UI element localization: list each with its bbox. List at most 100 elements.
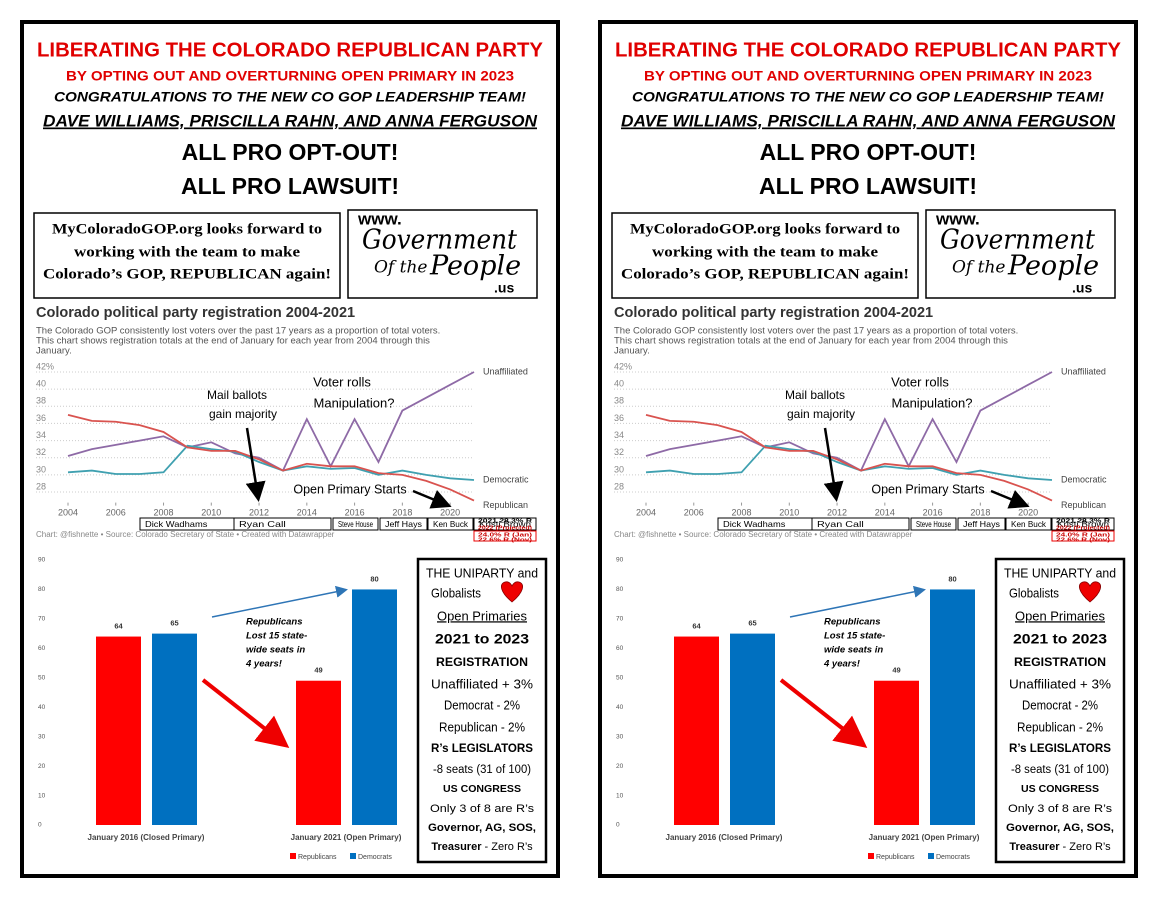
annotation: Voter rolls <box>891 374 949 389</box>
source: Chart: @fishnette • Source: Colorado Sec… <box>36 530 335 539</box>
arrow <box>779 678 868 748</box>
annotation: Open Primary Starts <box>293 482 406 496</box>
note: 22.6% R (Nov) <box>478 537 532 543</box>
sidebar-line: R’s LEGISLATORS <box>431 741 533 755</box>
title: LIBERATING THE COLORADO REPUBLICAN PARTY <box>615 39 1122 61</box>
note: 24.0% R (Jan) <box>1056 532 1110 538</box>
chair-label: Ryan Call <box>817 519 864 529</box>
y-tick-label: 90 <box>616 557 624 564</box>
logo-script: People <box>1007 251 1099 282</box>
bar <box>296 680 341 825</box>
arrow <box>789 585 926 618</box>
annotation: wide seats in <box>246 645 305 656</box>
logo-www: www. <box>357 209 402 228</box>
x-tick-label: 2012 <box>827 507 847 517</box>
legend-swatch <box>350 853 356 859</box>
chair-box <box>379 517 428 531</box>
y-tick-label: 32 <box>36 447 46 457</box>
chair-box <box>332 517 379 531</box>
series-label: Democratic <box>1061 474 1107 484</box>
bar <box>96 636 141 825</box>
value-label: 64 <box>114 622 123 631</box>
panel: LIBERATING THE COLORADO REPUBLICAN PARTY… <box>20 20 560 878</box>
chart-title: Colorado political party registration 20… <box>36 305 355 321</box>
y-tick-label: 50 <box>616 674 624 681</box>
sidebar-line: US CONGRESS <box>443 783 521 795</box>
x-tick-label: 2008 <box>732 507 752 517</box>
chart-subtitle: This chart shows registration totals at … <box>36 336 430 347</box>
slogan: ALL PRO OPT-OUT! <box>182 139 399 165</box>
value-label: 64 <box>692 622 701 631</box>
x-tick-label: 2020 <box>1018 507 1038 517</box>
sidebar-line: Republican - 2% <box>439 720 525 734</box>
chart-subtitle: This chart shows registration totals at … <box>614 336 1008 347</box>
x-tick-label: 2018 <box>970 507 990 517</box>
chair-label: Dick Wadhams <box>145 519 207 529</box>
annotation: 4 years! <box>245 659 282 670</box>
slogan: ALL PRO LAWSUIT! <box>759 173 977 199</box>
logo-tld: .us <box>494 280 514 296</box>
y-tick-label: 30 <box>36 464 46 474</box>
bar <box>674 636 719 825</box>
promo-line: working with the team to make <box>652 244 879 260</box>
x-tick-label: 2014 <box>875 507 895 517</box>
chart-subtitle: The Colorado GOP consistently lost voter… <box>614 326 1018 337</box>
x-tick-label: 2010 <box>779 507 799 517</box>
note: 24.0% R (Jan) <box>478 532 532 538</box>
y-tick-label: 28 <box>614 481 624 491</box>
x-tick-label: 2006 <box>106 507 126 517</box>
chart-title: Colorado political party registration 20… <box>614 305 933 321</box>
sidebar-rest: - Zero R’s <box>482 841 534 853</box>
logo-script: People <box>429 251 521 282</box>
chair-box <box>811 517 910 531</box>
y-tick-label: 38 <box>36 396 46 406</box>
sidebar-line: Unaffiliated + 3% <box>1009 677 1111 691</box>
y-tick-label: 42% <box>36 361 54 371</box>
sidebar-line: THE UNIPARTY and <box>1004 566 1116 580</box>
chair-box <box>427 517 474 531</box>
x-tick-label: January 2021 (Open Primary) <box>869 833 980 842</box>
sidebar-line: Globalists <box>431 586 481 600</box>
chart-subtitle: January. <box>614 346 650 357</box>
sidebar-rest: - Zero R’s <box>1060 841 1112 853</box>
sidebar-line: REGISTRATION <box>436 655 528 669</box>
annotation: Lost 15 state- <box>824 631 885 642</box>
annotation: gain majority <box>787 407 855 421</box>
series-label: Democratic <box>483 474 529 484</box>
promo-line: MyColoradoGOP.org looks forward to <box>630 221 900 237</box>
x-tick-label: 2010 <box>201 507 221 517</box>
chair-label: Steve House <box>916 519 951 529</box>
y-tick-label: 20 <box>616 763 624 770</box>
y-tick-label: 60 <box>616 645 624 652</box>
logo-script: Of the <box>952 258 1005 278</box>
value-label: 80 <box>370 574 378 583</box>
source: Chart: @fishnette • Source: Colorado Sec… <box>614 530 913 539</box>
legend-swatch <box>928 853 934 859</box>
series-line <box>67 413 475 502</box>
note: 2022 (Projected) <box>1056 525 1110 531</box>
series-line <box>67 444 475 481</box>
value-label: 49 <box>892 666 900 675</box>
y-tick-label: 70 <box>616 616 624 623</box>
logo-script: Of the <box>374 258 427 278</box>
chair-label: Dick Wadhams <box>723 519 785 529</box>
x-tick-label: 2018 <box>392 507 412 517</box>
y-tick-label: 70 <box>38 616 46 623</box>
logo-www: www. <box>935 209 980 228</box>
legend-swatch <box>290 853 296 859</box>
chair-label: Kristi Brown <box>479 519 531 529</box>
x-tick-label: 2006 <box>684 507 704 517</box>
chair-label: Kristi Brown <box>1057 519 1109 529</box>
sidebar-line: Republican - 2% <box>1017 720 1103 734</box>
subtitle: BY OPTING OUT AND OVERTURNING OPEN PRIMA… <box>66 68 514 84</box>
y-tick-label: 90 <box>38 557 46 564</box>
annotation: Open Primary Starts <box>871 482 984 496</box>
congrats: CONGRATULATIONS TO THE NEW CO GOP LEADER… <box>632 89 1104 105</box>
logo-box <box>347 209 538 299</box>
chair-box <box>473 517 537 531</box>
series-label: Republican <box>1061 500 1106 510</box>
x-tick-label: 2012 <box>249 507 269 517</box>
heart-icon <box>1079 581 1101 603</box>
chart-subtitle: January. <box>36 346 72 357</box>
